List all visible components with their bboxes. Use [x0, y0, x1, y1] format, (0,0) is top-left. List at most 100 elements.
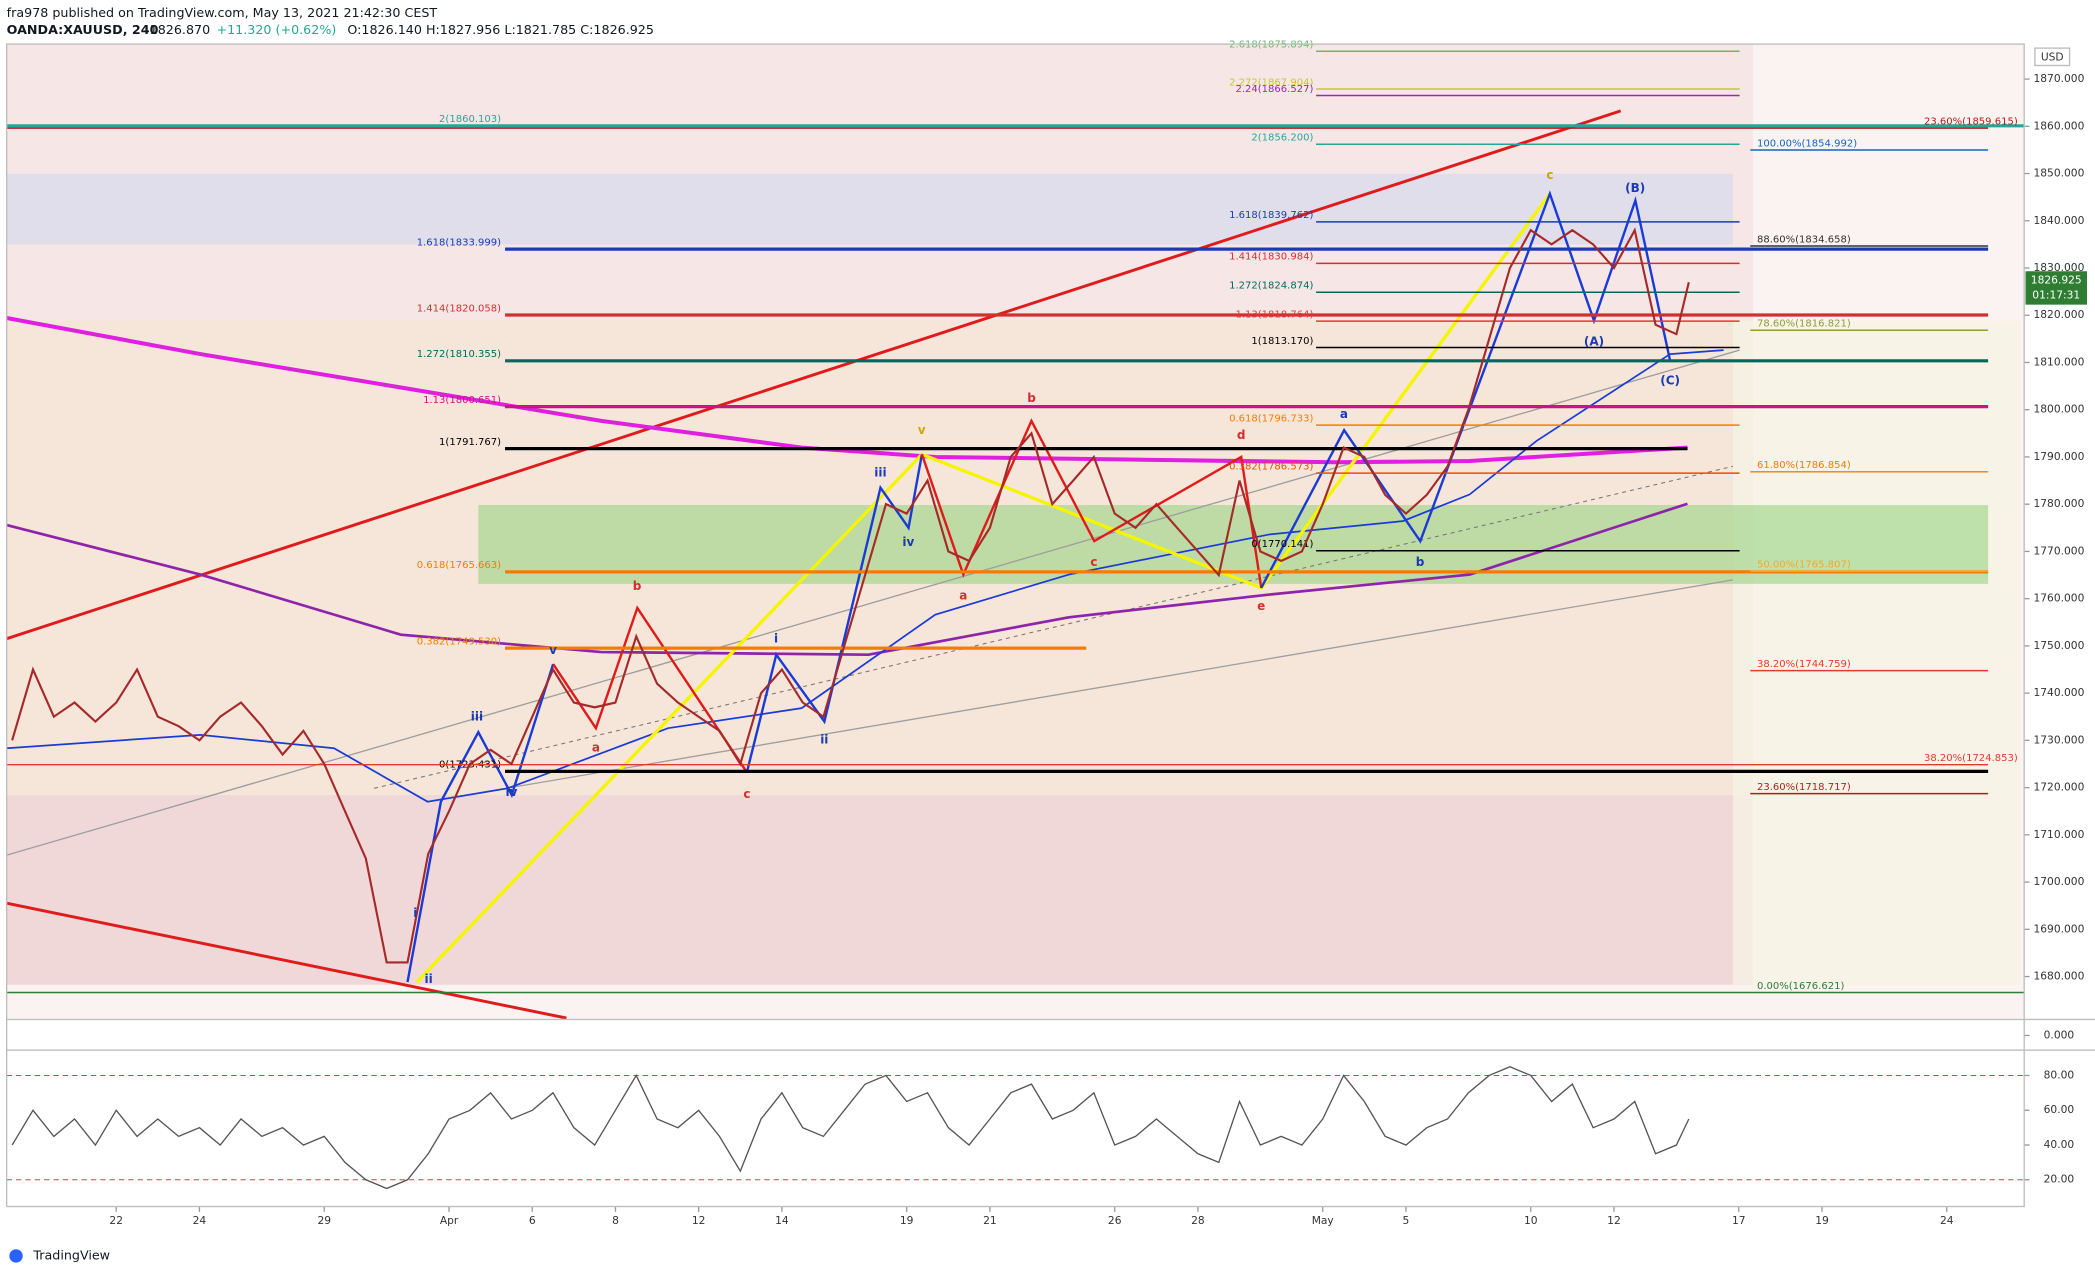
- y-tick-label: 80.00: [2044, 1069, 2075, 1082]
- wave-label: i: [774, 631, 778, 645]
- wave-label: e: [1257, 599, 1265, 613]
- trendline: [6, 349, 1740, 856]
- fib-label: 0.382(1786.573): [1229, 461, 1313, 472]
- y-tick-label: 1870.000: [2033, 72, 2084, 85]
- wave-label: c: [1090, 555, 1097, 569]
- fib-label: 0.00%(1676.621): [1757, 981, 1845, 992]
- wave-label: ii: [425, 972, 433, 986]
- wave-label: b: [633, 579, 642, 593]
- y-tick-label: 1800.000: [2033, 403, 2084, 416]
- fib-label: 1(1813.170): [1251, 336, 1313, 347]
- y-tick-label: 1760.000: [2033, 592, 2084, 605]
- fib-label: 1.13(1800.651): [423, 395, 501, 406]
- fib-label: 2.618(1875.894): [1229, 40, 1313, 51]
- fib-label: 2(1856.200): [1251, 133, 1313, 144]
- unit-box: [2034, 47, 2071, 67]
- wave-label: v: [549, 643, 557, 657]
- price-line: [11, 1066, 1690, 1190]
- ohlc: O:1826.140 H:1827.956 L:1821.785 C:1826.…: [347, 22, 654, 37]
- x-tick-label: 5: [1403, 1214, 1410, 1227]
- fib-label: 1.13(1818.764): [1235, 309, 1313, 320]
- trendline: [373, 465, 1734, 789]
- fib-label: 1.618(1833.999): [417, 237, 501, 248]
- wave-label: iii: [874, 466, 886, 480]
- y-tick-label: 1680.000: [2033, 970, 2084, 983]
- x-tick-label: 19: [1815, 1214, 1829, 1227]
- wave-label: d: [1237, 428, 1246, 442]
- fib-label: 88.60%(1834.658): [1757, 234, 1851, 245]
- brand-name: TradingView: [32, 1247, 110, 1262]
- fib-label: 1.414(1820.058): [417, 303, 501, 314]
- trendline: [6, 109, 1622, 641]
- plot: 1680.0001690.0001700.0001710.0001720.000…: [6, 40, 2085, 1227]
- x-tick-label: 19: [900, 1214, 914, 1227]
- frame: [6, 43, 2095, 1208]
- y-tick-label: 1690.000: [2033, 922, 2084, 935]
- y-tick-label: 1810.000: [2033, 355, 2084, 368]
- change: +11.320 (+0.62%): [216, 22, 336, 37]
- y-tick-label: 40.00: [2044, 1138, 2075, 1151]
- wave-label: (B): [1625, 181, 1645, 195]
- wave-label: (A): [1584, 335, 1604, 349]
- x-tick-label: 21: [983, 1214, 997, 1227]
- fib-label: 1.272(1824.874): [1229, 281, 1313, 292]
- x-tick-label: 26: [1108, 1214, 1122, 1227]
- x-tick-label: 29: [317, 1214, 331, 1227]
- fib-label: 38.20%(1744.759): [1757, 659, 1851, 670]
- wave-label: iv: [902, 535, 914, 549]
- fib-label: 1.618(1839.762): [1229, 210, 1313, 221]
- x-tick-label: 28: [1191, 1214, 1205, 1227]
- fib-label: 61.80%(1786.854): [1757, 460, 1851, 471]
- fib-label: 78.60%(1816.821): [1757, 319, 1851, 330]
- drawings: [6, 109, 1740, 1020]
- x-tick-label: 22: [109, 1214, 123, 1227]
- x-tick-label: 24: [193, 1214, 207, 1227]
- fib-label: 0.618(1796.733): [1229, 413, 1313, 424]
- x-tick-label: 14: [775, 1214, 789, 1227]
- wave-label: b: [1416, 555, 1425, 569]
- price-tag: [2025, 271, 2087, 305]
- axis-unit: USD: [2041, 50, 2064, 63]
- fib-label: 100.00%(1854.992): [1757, 138, 1857, 149]
- y-tick-label: 1830.000: [2033, 261, 2084, 274]
- y-tick-label: 1860.000: [2033, 119, 2084, 132]
- fib-label: 23.60%(1859.615): [1924, 116, 2018, 127]
- x-tick-label: 10: [1524, 1214, 1538, 1227]
- fib-label: 2(1860.103): [439, 114, 501, 125]
- brand-logo: [9, 1249, 23, 1263]
- wave-line: [415, 192, 1552, 984]
- wave-line: [745, 454, 924, 773]
- y-tick-label: 1730.000: [2033, 733, 2084, 746]
- y-tick-label: 1740.000: [2033, 686, 2084, 699]
- y-tick-label: 1770.000: [2033, 544, 2084, 557]
- price-tag-countdown: 01:17:31: [2032, 288, 2080, 301]
- wave-line: [406, 663, 555, 983]
- x-tick-label: 24: [1940, 1214, 1954, 1227]
- y-tick-label: 1850.000: [2033, 167, 2084, 180]
- moving-average: [6, 502, 1688, 657]
- x-tick-label: 8: [612, 1214, 619, 1227]
- wave-label: b: [1027, 391, 1036, 405]
- x-tick-label: 12: [692, 1214, 706, 1227]
- zone: [6, 173, 1733, 245]
- fib-label: 0(1770.141): [1251, 539, 1313, 550]
- price-tag-value: 1826.925: [2031, 274, 2082, 287]
- x-tick-label: Apr: [440, 1214, 459, 1227]
- wave-label: a: [592, 740, 600, 754]
- y-tick-label: 1710.000: [2033, 828, 2084, 841]
- wave-line: [1260, 190, 1672, 589]
- price-line: [11, 227, 1690, 964]
- y-tick-label: 1790.000: [2033, 450, 2084, 463]
- wave-label: iii: [471, 710, 483, 724]
- y-tick-label: 20.00: [2044, 1173, 2075, 1186]
- fib-label: 1(1791.767): [439, 437, 501, 448]
- y-tick-label: 60.00: [2044, 1103, 2075, 1116]
- fib-label: 1.272(1810.355): [417, 349, 501, 360]
- zone: [1732, 320, 2021, 985]
- x-tick-label: 6: [529, 1214, 536, 1227]
- moving-average: [6, 316, 1688, 465]
- zone: [6, 794, 1753, 985]
- wave-label: v: [918, 423, 926, 437]
- fib-label: 1.414(1830.984): [1229, 252, 1313, 263]
